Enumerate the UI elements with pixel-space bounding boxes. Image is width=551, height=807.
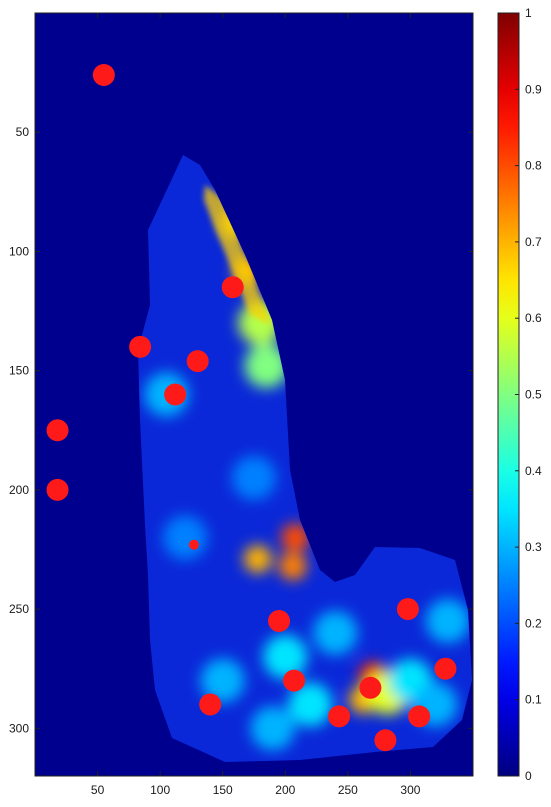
intensity-hotspot (250, 706, 295, 751)
sample-marker (92, 63, 115, 86)
plot-frame (34, 12, 474, 777)
colorbar-tick-label: 0.7 (525, 235, 542, 249)
sample-marker (396, 598, 419, 621)
intensity-hotspot (200, 658, 245, 703)
colorbar-tick-label: 0.8 (525, 159, 542, 173)
x-tick-label: 200 (275, 783, 295, 797)
intensity-hotspot (263, 634, 308, 679)
colorbar-tick-label: 0.5 (525, 388, 542, 402)
sample-marker (199, 693, 222, 716)
sample-marker (434, 657, 457, 680)
y-tick-label: 300 (9, 721, 29, 735)
y-tick-label: 250 (9, 602, 29, 616)
intensity-hotspot (232, 455, 276, 500)
sample-marker (164, 383, 187, 406)
colorbar-tick-label: 1 (525, 6, 532, 20)
x-tick-label: 300 (400, 783, 420, 797)
sample-marker (283, 669, 306, 692)
intensity-hotspot (425, 599, 470, 644)
colorbar-tick-label: 0.4 (525, 464, 542, 478)
colorbar-tick-label: 0.3 (525, 540, 542, 554)
colorbar-tick-label: 0.2 (525, 616, 542, 630)
y-tick-label: 150 (9, 364, 29, 378)
x-tick-label: 100 (150, 783, 170, 797)
y-axis: 50 100 150 200 250 300 (9, 125, 473, 735)
x-tick-label: 150 (213, 783, 233, 797)
colorbar-tick-label: 0.9 (525, 82, 542, 96)
colorbar-axis: 0 0.1 0.2 0.3 0.4 0.5 0.6 0.7 0.8 0.9 1 (515, 6, 542, 783)
intensity-hotspot (244, 343, 289, 388)
x-tick-label: 250 (338, 783, 358, 797)
sample-marker (221, 276, 244, 299)
x-tick-label: 50 (91, 783, 105, 797)
sample-marker (374, 729, 397, 752)
intensity-hotspot (163, 515, 208, 560)
sample-marker (188, 539, 199, 550)
intensity-hotspot (281, 523, 310, 552)
y-tick-label: 100 (9, 244, 29, 258)
sample-marker (129, 335, 152, 358)
intensity-hotspot (313, 610, 358, 655)
colorbar-tick-label: 0 (525, 769, 532, 783)
y-tick-label: 200 (9, 483, 29, 497)
sample-marker (186, 350, 209, 373)
sample-marker (328, 705, 351, 728)
sample-marker (46, 419, 69, 442)
y-tick-label: 50 (16, 125, 30, 139)
sample-marker (268, 610, 291, 633)
sample-marker (408, 705, 431, 728)
sample-marker (46, 478, 69, 501)
ridge-highlight (204, 185, 272, 325)
sample-marker (359, 676, 382, 699)
colorbar-tick-label: 0.1 (525, 693, 542, 707)
colorbar-tick-label: 0.6 (525, 311, 542, 325)
intensity-hotspot (278, 552, 307, 581)
marker-layer (46, 63, 457, 752)
intensity-hotspot (288, 682, 333, 727)
intensity-hotspot (243, 545, 272, 574)
x-axis: 50 100 150 200 250 300 (91, 13, 421, 797)
